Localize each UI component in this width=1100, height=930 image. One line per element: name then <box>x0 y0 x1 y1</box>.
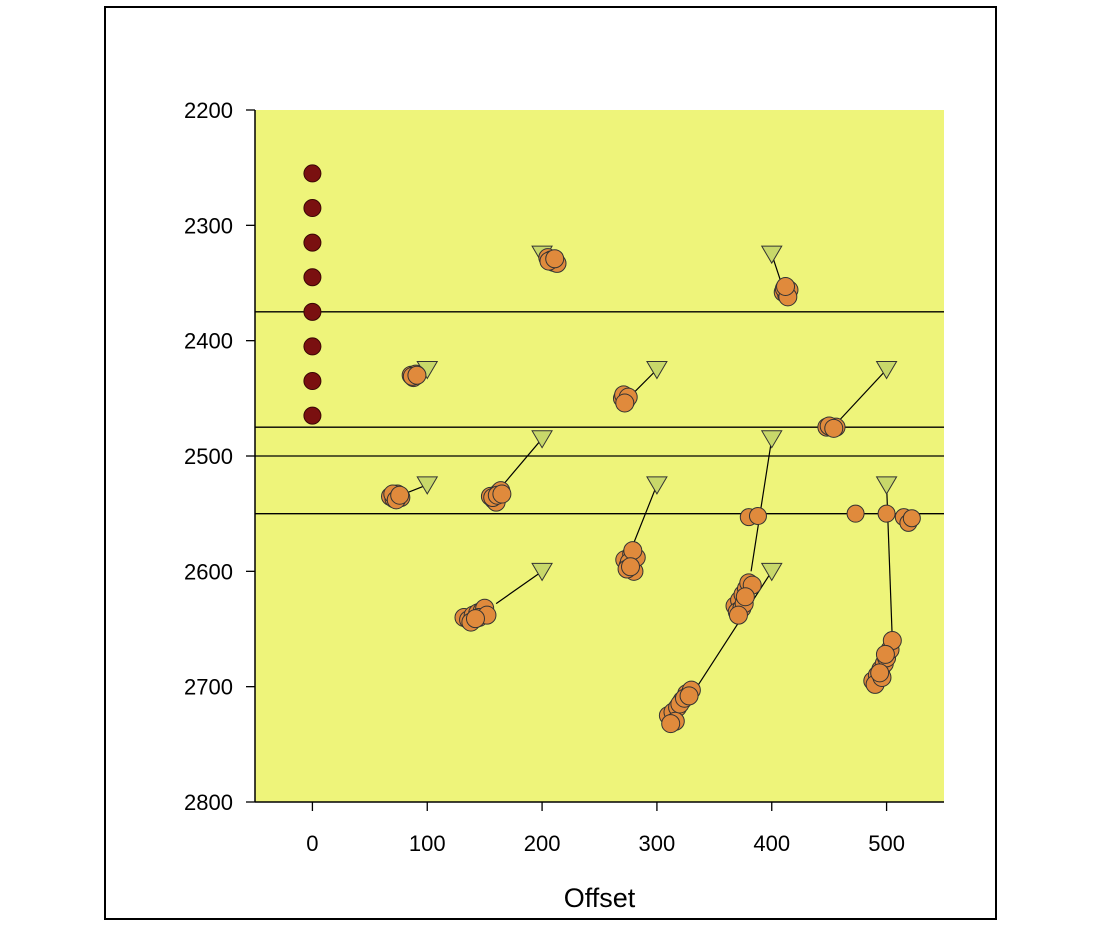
link-line <box>837 369 888 422</box>
estimate-point <box>735 587 755 607</box>
source-marker <box>531 562 553 582</box>
link-line <box>750 438 773 572</box>
y-tick-label: 2700 <box>184 675 233 700</box>
source-marker <box>875 361 898 380</box>
estimate-point <box>679 686 699 706</box>
x-tick-label: 300 <box>639 831 676 856</box>
source-marker <box>531 430 553 449</box>
y-tick-label: 2800 <box>184 790 233 815</box>
source-marker <box>760 562 783 582</box>
x-tick-label: 200 <box>524 831 561 856</box>
estimate-point <box>492 484 512 504</box>
estimate-point <box>824 418 844 438</box>
reference-point <box>303 372 322 391</box>
estimate-point <box>390 485 410 505</box>
link-line <box>502 438 543 486</box>
x-tick-label: 500 <box>868 831 905 856</box>
reference-point <box>303 164 322 183</box>
estimate-point <box>846 504 865 523</box>
y-tick-label: 2500 <box>184 444 233 469</box>
source-marker <box>760 245 783 265</box>
y-tick-label: 2300 <box>184 213 233 238</box>
estimate-point <box>615 393 635 413</box>
estimate-point <box>748 506 767 525</box>
estimate-point <box>661 714 681 734</box>
link-line <box>631 369 658 396</box>
estimate-point <box>875 644 895 664</box>
reference-point <box>303 337 322 356</box>
x-tick-label: 100 <box>409 831 446 856</box>
estimate-point <box>728 605 748 625</box>
source-marker <box>416 476 439 495</box>
estimate-point <box>545 249 565 269</box>
reference-point <box>303 302 322 321</box>
x-axis-title: Offset <box>564 883 636 913</box>
estimate-point <box>621 557 641 577</box>
link-line <box>495 570 543 605</box>
y-tick-label: 2400 <box>184 329 233 354</box>
x-tick-label: 0 <box>306 831 318 856</box>
data-points <box>303 164 921 734</box>
y-tick-label: 2600 <box>184 559 233 584</box>
estimate-point <box>776 276 796 296</box>
estimate-point <box>877 504 896 523</box>
reference-point <box>303 199 322 218</box>
source-marker <box>646 476 668 495</box>
reference-point <box>303 268 322 287</box>
reference-point <box>303 406 322 425</box>
estimate-point <box>465 609 485 629</box>
source-marker <box>646 361 668 380</box>
reference-point <box>303 233 322 252</box>
estimate-point <box>623 541 643 561</box>
x-tick-label: 400 <box>753 831 790 856</box>
estimate-point <box>407 365 427 385</box>
source-marker <box>875 476 898 495</box>
source-marker <box>760 430 783 449</box>
estimate-point <box>870 663 890 683</box>
link-line <box>633 484 658 543</box>
axes: 2200 2300 2400 2500 2600 2700 2800 0 100 200 300 40… <box>184 98 944 856</box>
estimate-point <box>902 509 921 528</box>
y-tick-label: 2200 <box>184 98 233 123</box>
